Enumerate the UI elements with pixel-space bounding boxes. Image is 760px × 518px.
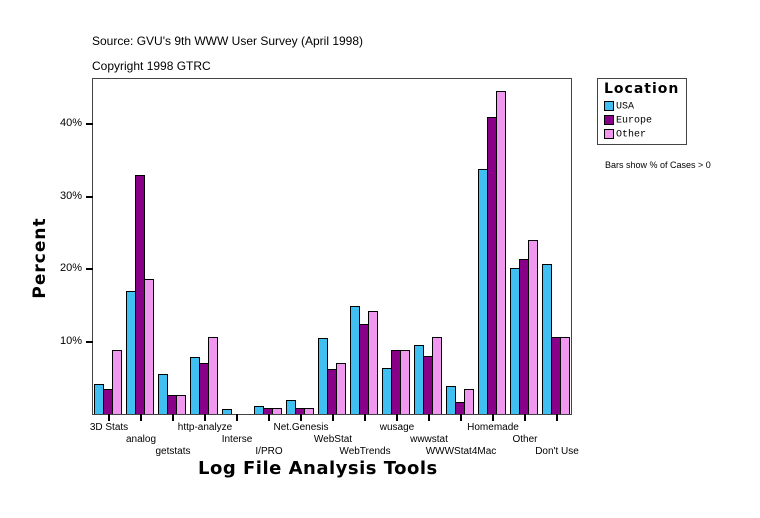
x-tick	[428, 414, 430, 421]
bar-other	[496, 91, 506, 414]
x-tick	[268, 414, 270, 421]
bar-usa	[158, 374, 168, 414]
bar-other	[560, 337, 570, 414]
bar-other	[528, 240, 538, 414]
bar-other	[464, 389, 474, 414]
x-tick-label: Don't Use	[535, 446, 579, 457]
bar-other	[112, 350, 122, 414]
bar-usa	[286, 400, 296, 414]
x-tick-label: wusage	[379, 422, 415, 433]
bar-other	[432, 337, 442, 414]
x-tick	[300, 414, 302, 421]
y-tick-label: 40%	[59, 117, 82, 129]
copyright-caption: Copyright 1998 GTRC	[92, 59, 211, 73]
x-tick	[108, 414, 110, 421]
x-tick-label: analog	[125, 434, 157, 445]
y-tick-label: 20%	[59, 262, 82, 274]
source-caption: Source: GVU's 9th WWW User Survey (April…	[92, 34, 364, 48]
x-tick-label: wwwstat	[410, 434, 448, 445]
x-tick	[140, 414, 142, 421]
bar-other	[176, 395, 186, 414]
bar-other	[304, 408, 314, 414]
x-tick-label: getstats	[155, 446, 191, 457]
swatch-other	[604, 129, 614, 139]
x-tick-label: Homemade	[467, 422, 519, 433]
y-tick	[86, 195, 93, 198]
swatch-europe	[604, 115, 614, 125]
legend-item-other: Other	[604, 129, 646, 141]
x-tick-label: http-analyze	[177, 422, 233, 433]
bar-other	[272, 408, 282, 414]
x-tick	[556, 414, 558, 421]
bar-other	[144, 279, 154, 414]
x-tick	[172, 414, 174, 421]
x-tick-label: WWWStat4Mac	[425, 446, 497, 457]
legend: Location USA Europe Other	[597, 78, 687, 145]
y-tick	[86, 340, 93, 343]
x-tick	[204, 414, 206, 421]
swatch-usa	[604, 101, 614, 111]
y-tick-label: 30%	[59, 189, 82, 202]
x-tick	[236, 414, 238, 421]
x-tick-label: Net.Genesis	[273, 422, 329, 433]
x-axis-title: Log File Analysis Tools	[198, 458, 438, 479]
legend-item-usa: USA	[604, 101, 634, 113]
y-tick	[86, 123, 93, 125]
x-tick	[332, 414, 334, 421]
bar-other	[400, 350, 410, 414]
plot-area	[92, 78, 572, 414]
x-tick	[492, 414, 494, 421]
bar-usa	[446, 386, 456, 414]
x-tick-label: Interse	[221, 434, 253, 445]
x-tick-label: I/PRO	[255, 446, 283, 457]
x-tick-label: 3D Stats	[89, 422, 129, 433]
bars-note: Bars show % of Cases > 0	[605, 160, 711, 170]
bar-other	[208, 337, 218, 414]
x-tick-label: Other	[512, 434, 538, 445]
legend-title: Location	[604, 81, 680, 97]
bar-usa	[222, 409, 232, 414]
x-tick	[396, 414, 398, 421]
bar-other	[368, 311, 378, 414]
x-tick	[524, 414, 526, 421]
x-tick	[364, 414, 366, 421]
y-axis-title: Percent	[30, 217, 50, 299]
bar-other	[336, 363, 346, 414]
y-tick-label: 10%	[59, 334, 82, 347]
y-tick	[86, 268, 93, 270]
x-tick-label: WebStat	[313, 434, 353, 445]
x-tick	[460, 414, 462, 421]
legend-item-europe: Europe	[604, 115, 652, 127]
x-tick-label: WebTrends	[339, 446, 391, 457]
